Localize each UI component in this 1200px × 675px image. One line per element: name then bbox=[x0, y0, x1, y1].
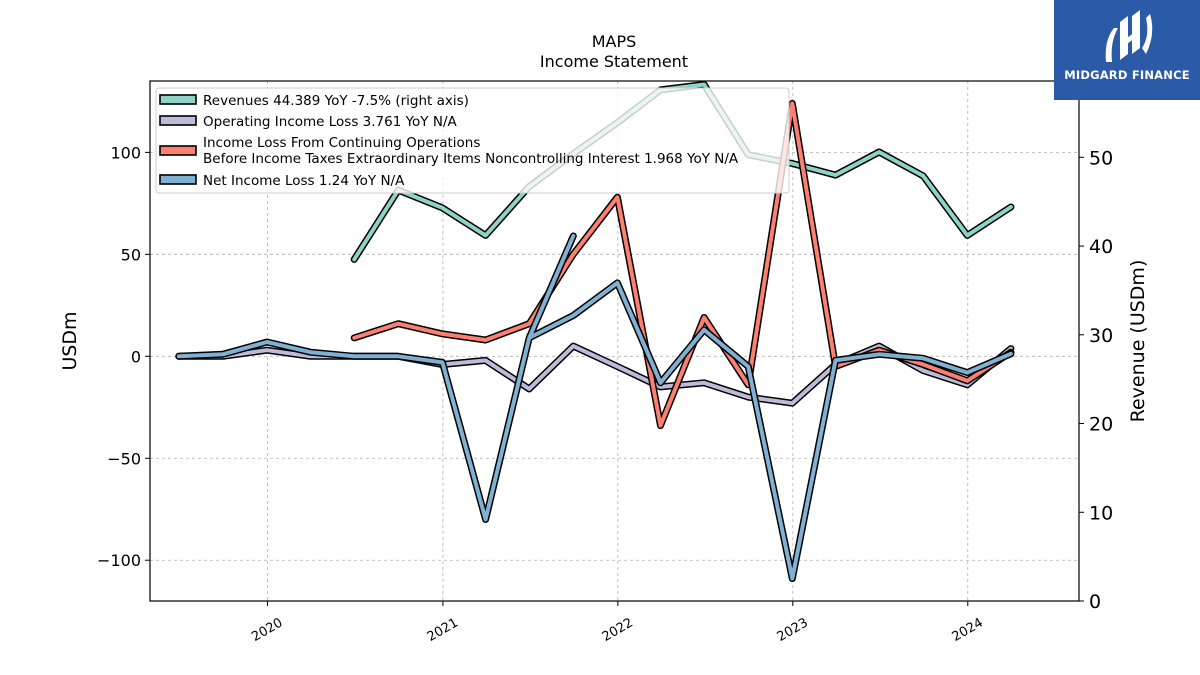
x-ticks: 2020 2021 2022 2023 2024 bbox=[249, 601, 986, 645]
brand-mark-icon bbox=[1105, 10, 1153, 62]
legend: Revenues 44.389 YoY -7.5% (right axis) Op… bbox=[155, 87, 790, 194]
chart-subtitle: Income Statement bbox=[540, 52, 688, 71]
series-layer bbox=[175, 81, 1015, 583]
x-tick-label: 2024 bbox=[950, 615, 986, 645]
y-right-tick-label: 0 bbox=[1089, 591, 1101, 613]
series-outline-3 bbox=[175, 232, 1015, 583]
y-left-tick-label: 100 bbox=[110, 143, 141, 162]
legend-swatch-3 bbox=[159, 174, 197, 185]
y-left-tick-label: 50 bbox=[121, 245, 141, 264]
legend-entry-1: Operating Income Loss 3.761 YoY N/A bbox=[203, 114, 457, 130]
x-tick-label: 2023 bbox=[775, 615, 811, 645]
chart-title: MAPS bbox=[592, 32, 637, 51]
legend-entry-0: Revenues 44.389 YoY -7.5% (right axis) bbox=[203, 93, 469, 109]
y-left-label: USDm bbox=[59, 311, 81, 370]
y-right-ticks: 0 10 20 30 40 50 bbox=[1079, 147, 1113, 613]
y-right-tick-label: 20 bbox=[1089, 414, 1113, 436]
y-left-tick-label: 0 bbox=[131, 347, 141, 366]
y-right-tick-label: 50 bbox=[1089, 147, 1113, 169]
brand-name: MIDGARD FINANCE bbox=[1064, 68, 1190, 82]
y-right-tick-label: 10 bbox=[1089, 502, 1113, 524]
legend-swatch-1 bbox=[159, 115, 197, 126]
x-tick-label: 2022 bbox=[600, 615, 636, 645]
brand-logo: MIDGARD FINANCE bbox=[1054, 0, 1200, 100]
series-line-3 bbox=[176, 234, 1013, 581]
x-tick-label: 2020 bbox=[249, 615, 285, 645]
legend-box bbox=[155, 87, 790, 194]
legend-swatch-2 bbox=[159, 145, 197, 156]
y-left-ticks: −100 −50 0 50 100 bbox=[97, 143, 150, 570]
x-tick-label: 2021 bbox=[425, 615, 461, 645]
y-left-tick-label: −100 bbox=[97, 551, 141, 570]
legend-entry-2: Income Loss From Continuing Operations Be… bbox=[203, 135, 739, 167]
y-right-label: Revenue (USDm) bbox=[1127, 260, 1149, 423]
y-left-tick-label: −50 bbox=[107, 449, 141, 468]
legend-swatch-0 bbox=[159, 94, 197, 105]
y-right-tick-label: 30 bbox=[1089, 325, 1113, 347]
legend-entry-3: Net Income Loss 1.24 YoY N/A bbox=[203, 173, 405, 189]
series-line-0 bbox=[352, 82, 1013, 262]
plot-frame bbox=[149, 80, 1080, 602]
y-right-tick-label: 40 bbox=[1089, 236, 1113, 258]
